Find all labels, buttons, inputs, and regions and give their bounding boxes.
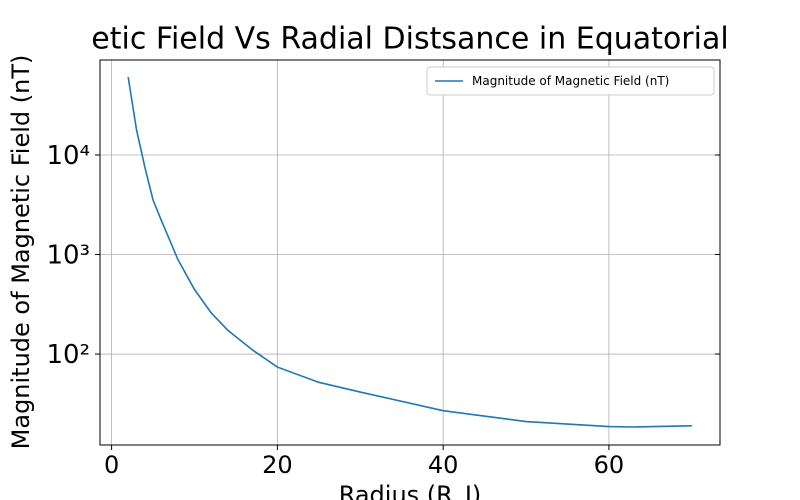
x-tick-label: 60: [594, 451, 625, 479]
y-tick-label: 10²: [46, 340, 90, 370]
legend-label: Magnitude of Magnetic Field (nT): [472, 74, 669, 88]
x-axis-label: Radius (R_J): [339, 481, 482, 500]
y-tick-label: 10⁴: [46, 141, 90, 171]
line: [127, 76, 692, 428]
x-tick-label: 40: [428, 451, 459, 479]
x-tick-label: 0: [104, 451, 119, 479]
x-tick-label: 20: [262, 451, 293, 479]
chart-title: etic Field Vs Radial Distsance in Equato…: [91, 22, 728, 57]
y-axis-label: Magnitude of Magnetic Field (nT): [7, 55, 35, 450]
y-tick-label: 10³: [46, 241, 90, 271]
legend-box: [426, 66, 715, 96]
plot-frame: [99, 59, 721, 446]
